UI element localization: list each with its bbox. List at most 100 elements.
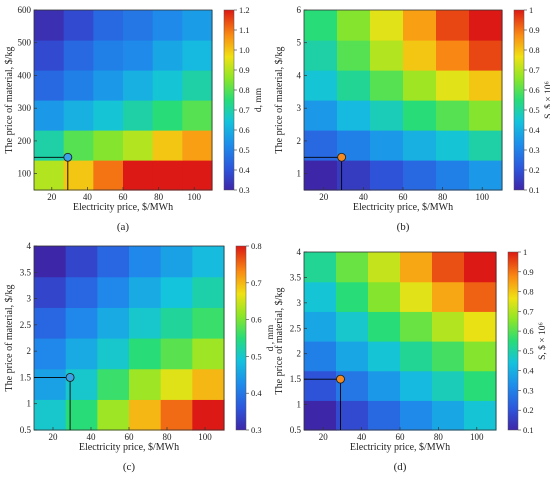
heatmap-cell xyxy=(129,307,162,339)
y-tick-label: 2.5 xyxy=(290,323,302,333)
y-tick-label: 200 xyxy=(18,136,32,146)
heatmap-cell xyxy=(34,246,67,278)
colorbar-tick-label: 1.0 xyxy=(239,45,250,55)
colorbar-tick-label: 0.1 xyxy=(523,425,534,435)
x-axis-label: Electricity price, $/MWh xyxy=(350,442,450,453)
heatmap-cell xyxy=(123,130,154,161)
heatmap-cell xyxy=(368,281,401,312)
heatmap-cell xyxy=(403,130,437,161)
panel-a: 20 40 60 80 100 100 200 300 400 500 600 Electricity… xyxy=(4,5,264,233)
heatmap-cell xyxy=(370,70,404,101)
colorbar-tick-label: 0.7 xyxy=(251,278,262,288)
heatmap-cell xyxy=(182,10,213,41)
panel-b: 20 40 60 80 100 1 2 3 4 5 6 Electricity price, $/MW… xyxy=(274,5,550,233)
heatmap-cell xyxy=(97,246,130,278)
heatmap-cell xyxy=(436,70,470,101)
heatmap-cell xyxy=(152,70,183,101)
heatmap-cell xyxy=(304,252,337,283)
colorbar-tick-label: 0.6 xyxy=(523,326,534,336)
y-tick-label: 1.5 xyxy=(290,374,302,384)
heatmap-cell xyxy=(192,338,225,370)
heatmap-cell xyxy=(403,10,437,41)
heatmap-cell xyxy=(160,246,193,278)
heatmap-cell xyxy=(432,281,465,312)
colorbar-tick-label: 0.6 xyxy=(239,125,250,135)
heatmap-cell xyxy=(304,130,338,161)
heatmap-cell xyxy=(337,70,371,101)
heatmap-cell xyxy=(368,252,401,283)
x-axis-label: Electricity price, $/MWh xyxy=(79,442,179,453)
colorbar-tick-label: 0.3 xyxy=(239,185,250,195)
x-tick-label: 80 xyxy=(438,192,448,202)
colorbar-tick-label: 0.4 xyxy=(529,125,540,135)
x-tick-label: 20 xyxy=(319,192,329,202)
x-axis-label: Electricity price, $/MWh xyxy=(73,202,173,213)
heatmap-cell xyxy=(336,252,369,283)
colorbar-tick-label: 0.5 xyxy=(529,105,540,115)
heatmap-cell xyxy=(370,130,404,161)
x-tick-label: 60 xyxy=(399,192,409,202)
colorbar-tick-label: 0.8 xyxy=(529,45,540,55)
heatmap-cell xyxy=(34,307,67,339)
panel-label: (c) xyxy=(123,461,136,473)
heatmap-cell xyxy=(34,276,67,308)
heatmap-cell xyxy=(469,100,503,131)
colorbar-tick-label: 0.5 xyxy=(239,145,250,155)
heatmap-cell xyxy=(192,307,225,339)
colorbar-tick-label: 0.3 xyxy=(529,145,540,155)
heatmap-cell xyxy=(432,311,465,342)
colorbar xyxy=(513,9,525,191)
heatmap-cell xyxy=(152,160,183,191)
y-tick-label: 2 xyxy=(297,136,302,146)
heatmap-cell xyxy=(65,276,98,308)
heatmap-cell xyxy=(160,276,193,308)
x-tick-label: 80 xyxy=(434,432,444,442)
x-tick-label: 40 xyxy=(359,192,369,202)
x-tick-label: 100 xyxy=(187,192,201,202)
heatmap-cell xyxy=(152,10,183,41)
heatmap-cell xyxy=(336,341,369,372)
heatmap-cell xyxy=(65,307,98,339)
colorbar-tick-label: 0.6 xyxy=(529,85,540,95)
y-tick-label: 0.5 xyxy=(20,425,32,435)
heatmap-cell xyxy=(34,70,65,101)
y-tick-label: 2 xyxy=(297,349,302,359)
heatmap-cell xyxy=(370,10,404,41)
y-tick-label: 600 xyxy=(18,5,32,15)
heatmap-cell xyxy=(304,100,338,131)
heatmap-cell xyxy=(464,281,497,312)
colorbar-tick-label: 0.7 xyxy=(239,105,250,115)
heatmap-cell xyxy=(337,40,371,71)
heatmap-cell xyxy=(123,10,154,41)
heatmap-cell xyxy=(336,281,369,312)
heatmap-cell xyxy=(123,40,154,71)
heatmap-cell xyxy=(400,370,433,401)
heatmap-cell xyxy=(304,281,337,312)
y-tick-label: 2 xyxy=(27,346,32,356)
y-tick-label: 6 xyxy=(297,5,302,15)
heatmap-cell xyxy=(403,40,437,71)
heatmap-cell xyxy=(304,160,338,191)
heatmap-cell xyxy=(65,338,98,370)
colorbar-tick-label: 0.5 xyxy=(523,346,534,356)
y-tick-label: 4 xyxy=(297,247,302,257)
heatmap-cell xyxy=(63,160,94,191)
heatmap-cell xyxy=(93,10,124,41)
x-tick-label: 20 xyxy=(49,432,59,442)
x-tick-label: 40 xyxy=(83,192,93,202)
x-tick-label: 100 xyxy=(475,192,489,202)
colorbar-label: d, mm xyxy=(254,87,264,112)
heatmap-cell xyxy=(368,341,401,372)
heatmap-cell xyxy=(182,130,213,161)
y-tick-label: 300 xyxy=(18,103,32,113)
heatmap-cell xyxy=(304,70,338,101)
heatmap-cell xyxy=(403,100,437,131)
heatmap-cell xyxy=(469,160,503,191)
heatmap-cell xyxy=(93,160,124,191)
heatmap-cells xyxy=(34,246,225,431)
y-tick-label: 4 xyxy=(27,241,32,251)
marker-point xyxy=(336,374,345,384)
heatmap-cell xyxy=(337,100,371,131)
heatmap-cell xyxy=(182,160,213,191)
